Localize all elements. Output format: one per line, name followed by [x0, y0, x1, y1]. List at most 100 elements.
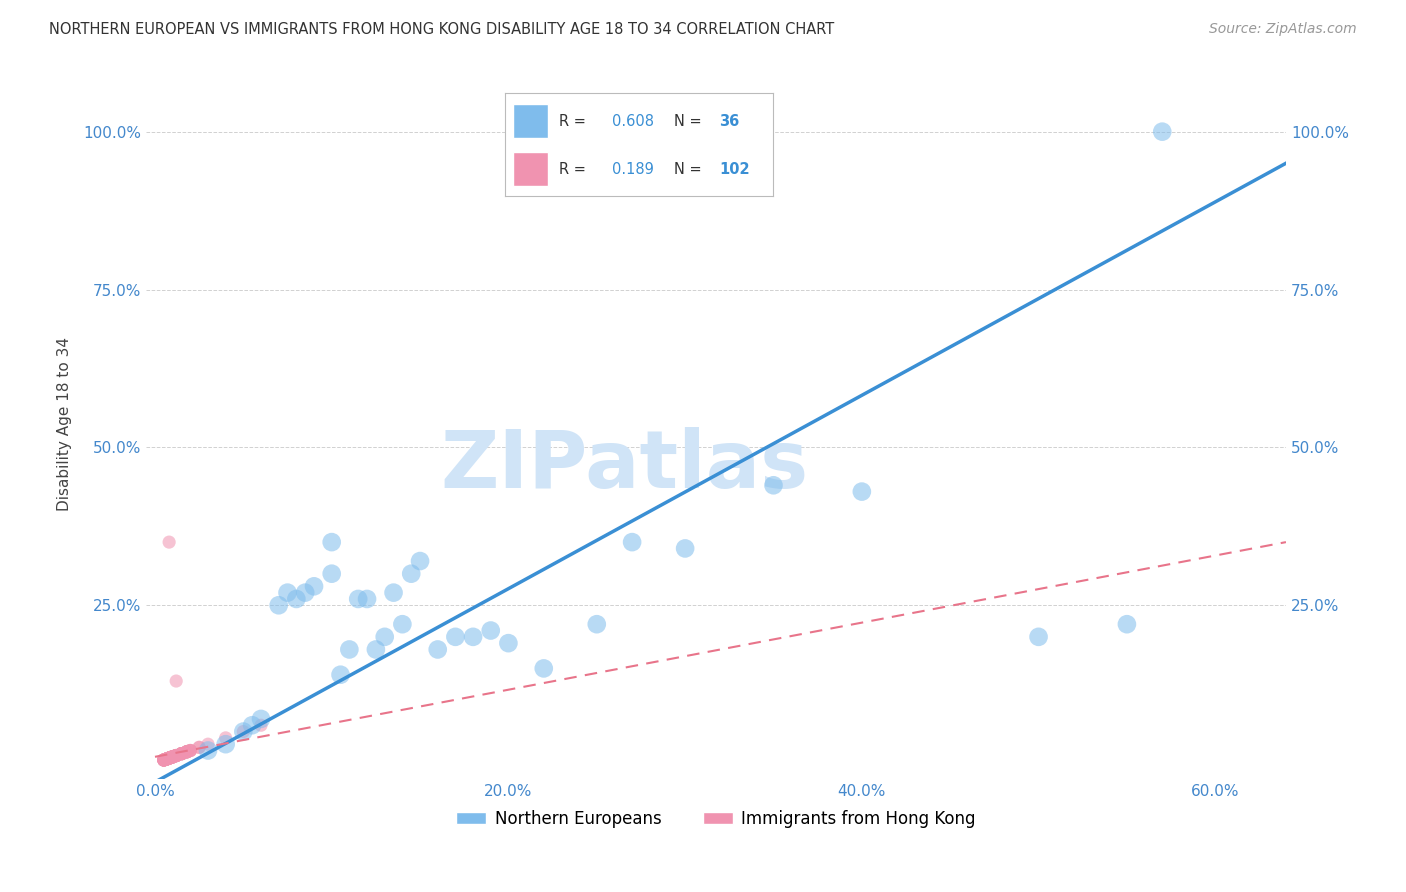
- Point: [347, 591, 370, 606]
- Point: [160, 750, 183, 764]
- Point: [162, 749, 184, 764]
- Point: [321, 535, 343, 549]
- Point: [165, 748, 187, 763]
- Point: [160, 750, 183, 764]
- Point: [155, 752, 177, 766]
- Point: [250, 712, 273, 726]
- Point: [157, 751, 180, 765]
- Point: [157, 751, 180, 765]
- Point: [155, 752, 177, 766]
- Point: [155, 752, 177, 766]
- Point: [160, 750, 183, 764]
- Point: [165, 748, 187, 763]
- Point: [285, 591, 308, 606]
- Point: [232, 724, 254, 739]
- Point: [160, 750, 183, 764]
- Point: [162, 749, 184, 764]
- Point: [165, 748, 187, 763]
- Point: [156, 752, 179, 766]
- Point: [356, 591, 378, 606]
- Point: [188, 740, 211, 755]
- Point: [155, 752, 177, 766]
- Point: [162, 749, 184, 764]
- Point: [302, 579, 325, 593]
- Point: [162, 749, 184, 764]
- Point: [215, 737, 238, 751]
- Text: Source: ZipAtlas.com: Source: ZipAtlas.com: [1209, 22, 1357, 37]
- Point: [170, 747, 193, 761]
- Point: [162, 749, 184, 764]
- Point: [165, 748, 187, 763]
- Text: ZIPatlas: ZIPatlas: [440, 427, 808, 506]
- Point: [176, 745, 198, 759]
- Point: [374, 630, 396, 644]
- Point: [153, 753, 176, 767]
- Point: [157, 751, 180, 765]
- Point: [176, 745, 198, 759]
- Point: [162, 749, 184, 764]
- Point: [673, 541, 696, 556]
- Point: [157, 751, 180, 765]
- Point: [176, 745, 198, 759]
- Point: [240, 718, 263, 732]
- Point: [399, 566, 422, 581]
- Point: [232, 724, 254, 739]
- Point: [176, 745, 198, 759]
- Point: [165, 748, 187, 763]
- Point: [157, 751, 180, 765]
- Point: [391, 617, 413, 632]
- Point: [156, 752, 179, 766]
- Point: [156, 752, 179, 766]
- Point: [267, 599, 290, 613]
- Point: [165, 748, 187, 763]
- Point: [176, 745, 198, 759]
- Point: [156, 752, 179, 766]
- Point: [160, 750, 183, 764]
- Point: [165, 748, 187, 763]
- Point: [157, 751, 180, 765]
- Point: [170, 747, 193, 761]
- Point: [337, 642, 360, 657]
- Point: [156, 752, 179, 766]
- Point: [409, 554, 432, 568]
- Point: [165, 748, 187, 763]
- Point: [160, 750, 183, 764]
- Point: [498, 636, 520, 650]
- Point: [165, 748, 187, 763]
- Point: [176, 745, 198, 759]
- Point: [153, 753, 176, 767]
- Point: [156, 752, 179, 766]
- Point: [170, 747, 193, 761]
- Point: [155, 752, 177, 766]
- Point: [851, 484, 873, 499]
- Point: [162, 749, 184, 764]
- Point: [162, 749, 184, 764]
- Point: [160, 750, 183, 764]
- Point: [153, 753, 176, 767]
- Point: [162, 749, 184, 764]
- Point: [585, 617, 607, 632]
- Point: [155, 752, 177, 766]
- Point: [170, 747, 193, 761]
- Point: [155, 752, 177, 766]
- Point: [197, 743, 219, 757]
- Point: [364, 642, 387, 657]
- Point: [155, 752, 177, 766]
- Point: [153, 753, 176, 767]
- Point: [157, 751, 180, 765]
- Point: [156, 752, 179, 766]
- Point: [170, 747, 193, 761]
- Point: [153, 753, 176, 767]
- Point: [179, 743, 201, 757]
- Point: [160, 750, 183, 764]
- Point: [179, 743, 201, 757]
- Point: [153, 753, 176, 767]
- Point: [153, 753, 176, 767]
- Point: [197, 737, 219, 751]
- Point: [156, 752, 179, 766]
- Point: [179, 743, 201, 757]
- Point: [188, 740, 211, 755]
- Point: [170, 747, 193, 761]
- Point: [157, 751, 180, 765]
- Y-axis label: Disability Age 18 to 34: Disability Age 18 to 34: [58, 336, 72, 511]
